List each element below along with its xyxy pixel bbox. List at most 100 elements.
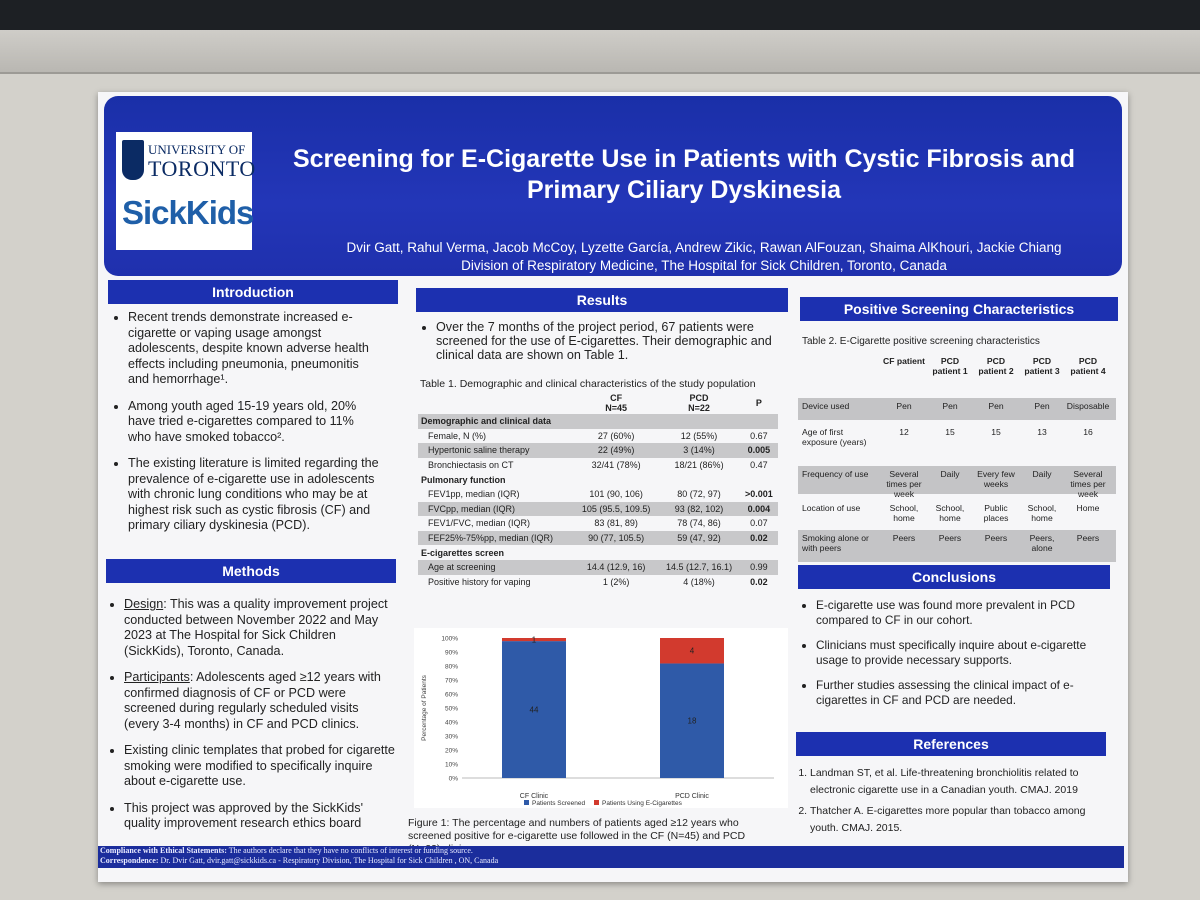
y-tick-label: 100% [441, 636, 458, 643]
table1-cell-pcd: 93 (82, 102) [658, 501, 740, 517]
table1-header-pcd-n: N=22 [688, 403, 710, 413]
bar-data-label: 44 [530, 706, 539, 715]
table1-cell-pcd: 18/21 (86%) [674, 460, 724, 471]
methods-bullet: Existing clinic templates that probed fo… [124, 743, 396, 790]
uoft-logo-top: UNIVERSITY OF [148, 142, 246, 157]
table2-cell: Peers, alone [1029, 533, 1055, 553]
table1-row-label: Female, N (%) [428, 430, 487, 441]
y-tick-label: 70% [445, 678, 458, 685]
table1-row-label: Age at screening [418, 559, 574, 575]
table1-cell-p: 0.004 [739, 501, 778, 517]
table1-cell-pcd: 12 (55%) [680, 430, 718, 441]
reference-item: Landman ST, et al. Life-threatening bron… [810, 765, 1094, 799]
sickkids-logo: SickKids [122, 194, 254, 231]
methods-heading: Methods [106, 559, 396, 583]
table1-section-title: E-cigarettes screen [421, 547, 505, 558]
y-tick-label: 80% [445, 664, 458, 671]
poster-banner: UNIVERSITY OF TORONTO SickKids Screening… [104, 96, 1122, 276]
references-heading: References [796, 732, 1106, 756]
chart-background [414, 628, 788, 808]
correspondence-text: Dr. Dvir Gatt, dvir.gatt@sickkids.ca - R… [158, 856, 499, 865]
bar-data-label: 4 [690, 647, 695, 656]
conclusion-bullet: E-cigarette use was found more prevalent… [816, 598, 1098, 627]
ethics-statement: Compliance with Ethical Statements: The … [100, 846, 1124, 856]
table1-cell-p: 0.07 [750, 518, 768, 529]
correspondence-label: Correspondence: [100, 856, 159, 865]
table2-cell: Every few weeks [977, 469, 1015, 489]
y-tick-label: 90% [445, 650, 458, 657]
conclusions-body: E-cigarette use was found more prevalent… [798, 598, 1098, 718]
table2-cell: Pen [988, 401, 1004, 411]
table1-cell-cf: 14.4 (12.9, 16) [574, 559, 659, 575]
table1-row-label: Bronchiectasis on CT [428, 460, 514, 471]
table1: CF N=45 PCD N=22 P Demographic and clinica… [418, 392, 778, 589]
introduction-heading: Introduction [108, 280, 398, 304]
methods-bullet: This project was approved by the SickKid… [124, 801, 396, 832]
results-heading: Results [416, 288, 788, 312]
legend-swatch [594, 800, 599, 805]
legend-label: Patients Using E-Cigarettes [602, 800, 683, 807]
table1-cell-cf: 90 (77, 105.5) [574, 530, 659, 546]
table1-row: FEF25%-75%pp, median (IQR) 90 (77, 105.5)… [418, 530, 778, 546]
table1-row: Positive history for vaping 1 (2%) 4 (18%)… [418, 575, 778, 590]
y-tick-label: 50% [445, 706, 458, 713]
table2-cell: School, home [889, 503, 919, 523]
ethics-label: Compliance with Ethical Statements: [100, 846, 227, 855]
methods-bullet: Participants: Adolescents aged ≥12 years… [124, 670, 396, 732]
poster-title: Screening for E-Cigarette Use in Patient… [264, 144, 1104, 206]
table2-row [798, 398, 1116, 420]
table1-row-label: FEF25%-75%pp, median (IQR) [418, 530, 574, 546]
y-tick-label: 60% [445, 692, 458, 699]
table1-section-title: Pulmonary function [421, 474, 506, 485]
table2-row-label: Location of use [802, 503, 861, 513]
y-tick-label: 0% [449, 776, 459, 783]
poster-title-line2: Primary Ciliary Dyskinesia [526, 176, 842, 204]
table1-row: Bronchiectasis on CT 32/41 (78%) 18/21 (86… [418, 458, 778, 473]
poster: UNIVERSITY OF TORONTO SickKids Screening… [98, 92, 1128, 882]
table1-cell-cf: 1 (2%) [602, 576, 630, 587]
ethics-text: The authors declare that they have no co… [226, 846, 473, 855]
table1-cell-pcd: 59 (47, 92) [658, 530, 740, 546]
figure1-chart: 0% 10% 20% 30% 40% 50% 60% 70% 80% 90% 100% Percent… [414, 628, 788, 808]
conclusions-heading: Conclusions [798, 565, 1110, 589]
table1-cell-p: 0.67 [750, 430, 768, 441]
table2-column-header: PCD patient 2 [978, 356, 1014, 376]
design-label: Design [124, 597, 164, 611]
intro-bullet: Recent trends demonstrate increased e-ci… [128, 310, 380, 388]
reference-item: Thatcher A. E-cigarettes more popular th… [810, 803, 1094, 837]
table1-cell-p: 0.02 [750, 576, 768, 587]
table2-column-header: PCD patient 3 [1024, 356, 1060, 376]
table2-cell: 12 [899, 427, 909, 437]
conclusion-bullet: Clinicians must specifically inquire abo… [816, 638, 1098, 667]
poster-footer: Compliance with Ethical Statements: The … [98, 846, 1124, 868]
table1-cell-pcd: 80 (72, 97) [677, 489, 721, 500]
table2-cell: 15 [945, 427, 955, 437]
table1-cell-p: 0.47 [750, 460, 768, 471]
table1-cell-cf: 105 (95.5, 109.5) [574, 501, 659, 517]
table1-cell-pcd: 3 (14%) [658, 443, 740, 458]
table2-row [798, 466, 1116, 494]
poster-title-line1: Screening for E-Cigarette Use in Patient… [292, 145, 1076, 173]
table2-cell: Peers [892, 533, 916, 543]
table1-header-blank [418, 392, 574, 414]
table1-cell-cf: 101 (90, 106) [589, 489, 643, 500]
introduction-body: Recent trends demonstrate increased e-ci… [110, 310, 380, 545]
table1-row-label: FVCpp, median (IQR) [418, 501, 574, 517]
table2-cell: School, home [935, 503, 965, 523]
table2-cell: Daily [940, 469, 960, 479]
x-category-label: CF Clinic [520, 793, 549, 800]
table2-cell: Disposable [1066, 401, 1110, 411]
table1-row: FEV1/FVC, median (IQR) 83 (81, 89) 78 (74,… [418, 516, 778, 531]
methods-bullet: Design: This was a quality improvement p… [124, 597, 396, 659]
table1-section: Pulmonary function [418, 472, 778, 487]
bar-using-ecig [502, 638, 566, 642]
table2-cell: Home [1076, 503, 1100, 513]
table2-cell: Several times per week [886, 469, 922, 499]
table1-row: Age at screening 14.4 (12.9, 16) 14.5 (12.… [418, 559, 778, 575]
legend-swatch [524, 800, 529, 805]
y-tick-label: 30% [445, 734, 458, 741]
x-category-label: PCD Clinic [675, 793, 709, 800]
table1-cell-cf: 22 (49%) [574, 443, 659, 458]
table2-cell: Peers [984, 533, 1008, 543]
methods-body: Design: This was a quality improvement p… [106, 597, 396, 843]
